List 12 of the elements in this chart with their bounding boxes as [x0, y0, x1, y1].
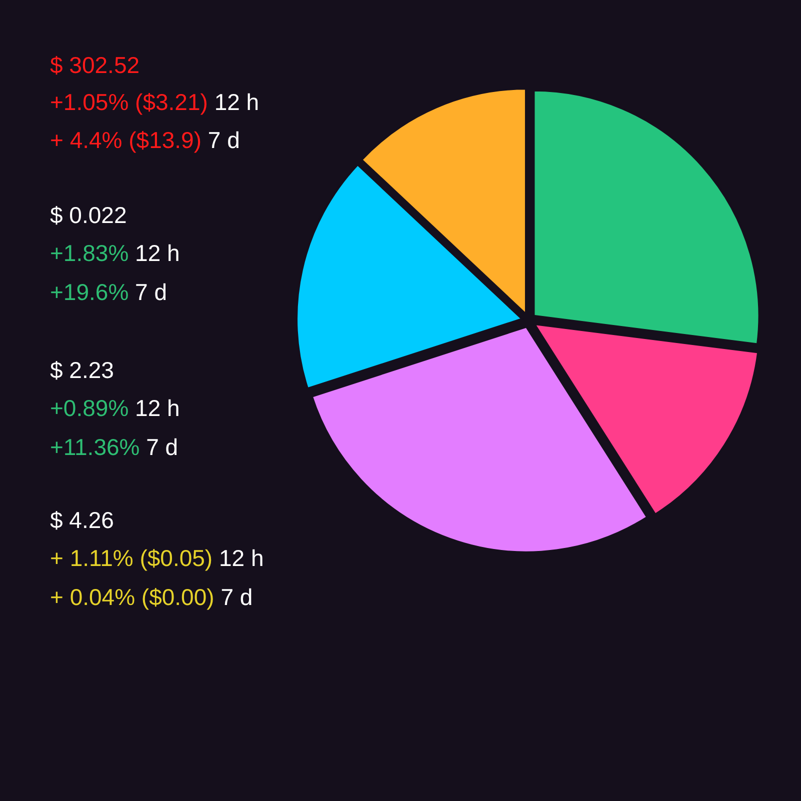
text: $ 302.52	[50, 52, 140, 78]
text: $ 0.022	[50, 202, 127, 228]
text: $ 4.26	[50, 507, 114, 533]
text: +1.05% ($3.21) 12 h	[50, 89, 260, 115]
text: + 0.04% ($0.00) 7 d	[50, 584, 253, 610]
text: + 4.4% ($13.9) 7 d	[50, 127, 240, 153]
text: +0.89% 12 h	[50, 395, 180, 421]
text: $ 2.23	[50, 357, 114, 383]
text: +1.83% 12 h	[50, 240, 180, 266]
text: + 1.11% ($0.05) 12 h	[50, 545, 264, 571]
text: +19.6% 7 d	[50, 279, 168, 305]
text: +11.36% 7 d	[50, 434, 178, 460]
